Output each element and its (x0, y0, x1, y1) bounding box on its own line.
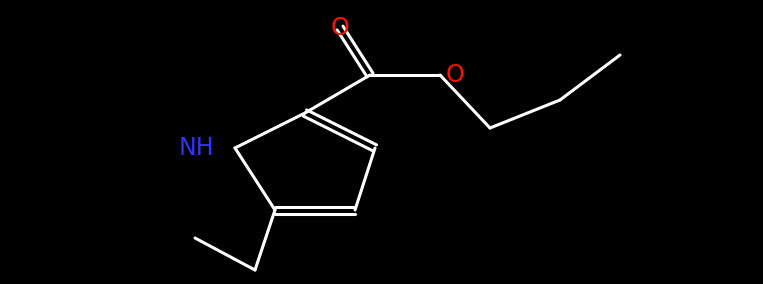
Text: O: O (446, 63, 465, 87)
Text: O: O (330, 16, 349, 40)
Text: NH: NH (179, 136, 214, 160)
